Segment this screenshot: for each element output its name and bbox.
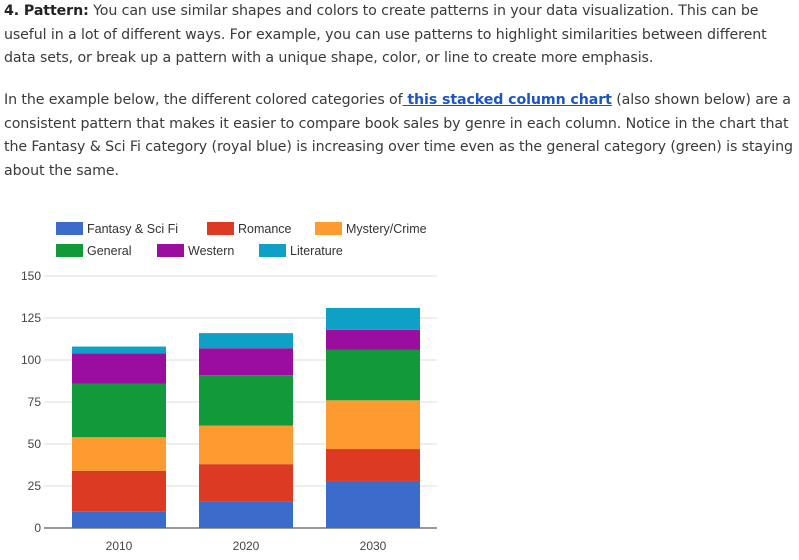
example-paragraph: In the example below, the different colo… bbox=[4, 89, 796, 183]
bar-segment bbox=[72, 346, 166, 354]
legend-label: General bbox=[87, 244, 131, 258]
bar-segment bbox=[199, 348, 293, 376]
bar-segment bbox=[72, 437, 166, 471]
y-tick-label: 50 bbox=[28, 437, 42, 451]
stacked-column-chart: 0 25 50 75 100 125 150 2010 2020 2030 Fantasy & Sc… bbox=[21, 222, 437, 553]
bar-segment bbox=[72, 470, 166, 512]
y-tick-label: 25 bbox=[28, 479, 42, 493]
bar-segment bbox=[326, 307, 420, 330]
bar-segment bbox=[199, 333, 293, 349]
legend-label: Literature bbox=[290, 244, 343, 258]
bar-segment bbox=[72, 511, 166, 528]
y-tick-label: 75 bbox=[28, 395, 42, 409]
example-text-before: In the example below, the different colo… bbox=[4, 92, 403, 108]
x-tick-label: 2010 bbox=[106, 539, 133, 553]
bar-segment bbox=[199, 425, 293, 465]
legend-swatch bbox=[56, 244, 83, 257]
bar-segment bbox=[326, 480, 420, 528]
example-text-after: (also shown below) are a consistent patt… bbox=[4, 92, 793, 179]
legend-label: Western bbox=[188, 244, 234, 258]
bar-segment bbox=[326, 329, 420, 350]
legend-swatch bbox=[157, 244, 184, 257]
bar-segment bbox=[72, 383, 166, 438]
pattern-heading: 4. Pattern: bbox=[4, 3, 89, 19]
y-tick-label: 100 bbox=[21, 353, 41, 367]
legend-label: Fantasy & Sci Fi bbox=[87, 222, 178, 236]
legend-label: Mystery/Crime bbox=[346, 222, 427, 236]
bar-segment bbox=[326, 449, 420, 481]
x-tick-label: 2020 bbox=[233, 539, 260, 553]
legend-label: Romance bbox=[238, 222, 292, 236]
legend-swatch bbox=[315, 222, 342, 235]
bar-segment bbox=[326, 349, 420, 401]
y-tick-label: 125 bbox=[21, 311, 41, 325]
pattern-paragraph: 4. Pattern: You can use similar shapes a… bbox=[4, 0, 796, 71]
pattern-text: You can use similar shapes and colors to… bbox=[4, 3, 767, 67]
legend-swatch bbox=[56, 222, 83, 235]
bar-segment bbox=[199, 375, 293, 426]
stacked-column-chart-link[interactable]: this stacked column chart bbox=[402, 92, 612, 108]
bar-segment bbox=[199, 501, 293, 528]
bar-segment bbox=[199, 464, 293, 502]
bar-segment bbox=[326, 400, 420, 450]
y-tick-label: 150 bbox=[21, 269, 41, 283]
legend-swatch bbox=[207, 222, 234, 235]
y-tick-label: 0 bbox=[34, 521, 41, 535]
legend-swatch bbox=[259, 244, 286, 257]
x-tick-label: 2030 bbox=[360, 539, 387, 553]
bar-segment bbox=[72, 353, 166, 384]
